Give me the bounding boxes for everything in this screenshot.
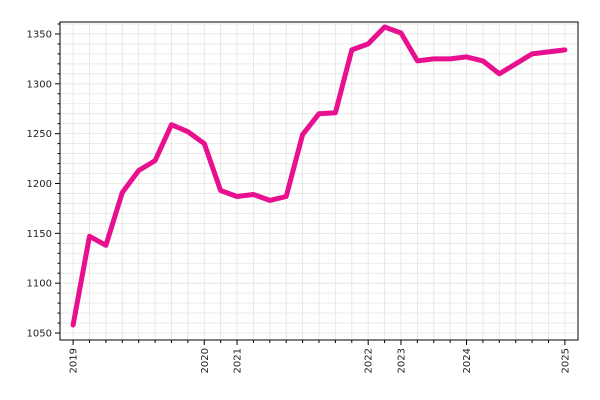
y-tick-label: 1050 [27, 329, 52, 340]
tick-layer: 1050 1100 1150 1200 1250 1300 1350 2019 2020 2021… [27, 23, 571, 373]
x-tick-label: 2024 [462, 348, 473, 373]
x-tick-label: 2020 [200, 348, 211, 373]
y-tick-label: 1200 [27, 179, 52, 190]
grid-lines [60, 22, 578, 340]
x-tick-label: 2021 [233, 348, 244, 373]
y-tick-label: 1150 [27, 229, 52, 240]
series-layer [70, 24, 568, 328]
y-tick-label: 1100 [27, 279, 52, 290]
x-tick-label: 2019 [69, 348, 80, 373]
y-tick-label: 1300 [27, 79, 52, 90]
x-tick-label: 2025 [560, 348, 571, 373]
y-tick-label: 1350 [27, 29, 52, 40]
x-tick-label: 2023 [396, 348, 407, 373]
x-tick-label: 2022 [364, 348, 375, 373]
y-tick-label: 1250 [27, 129, 52, 140]
